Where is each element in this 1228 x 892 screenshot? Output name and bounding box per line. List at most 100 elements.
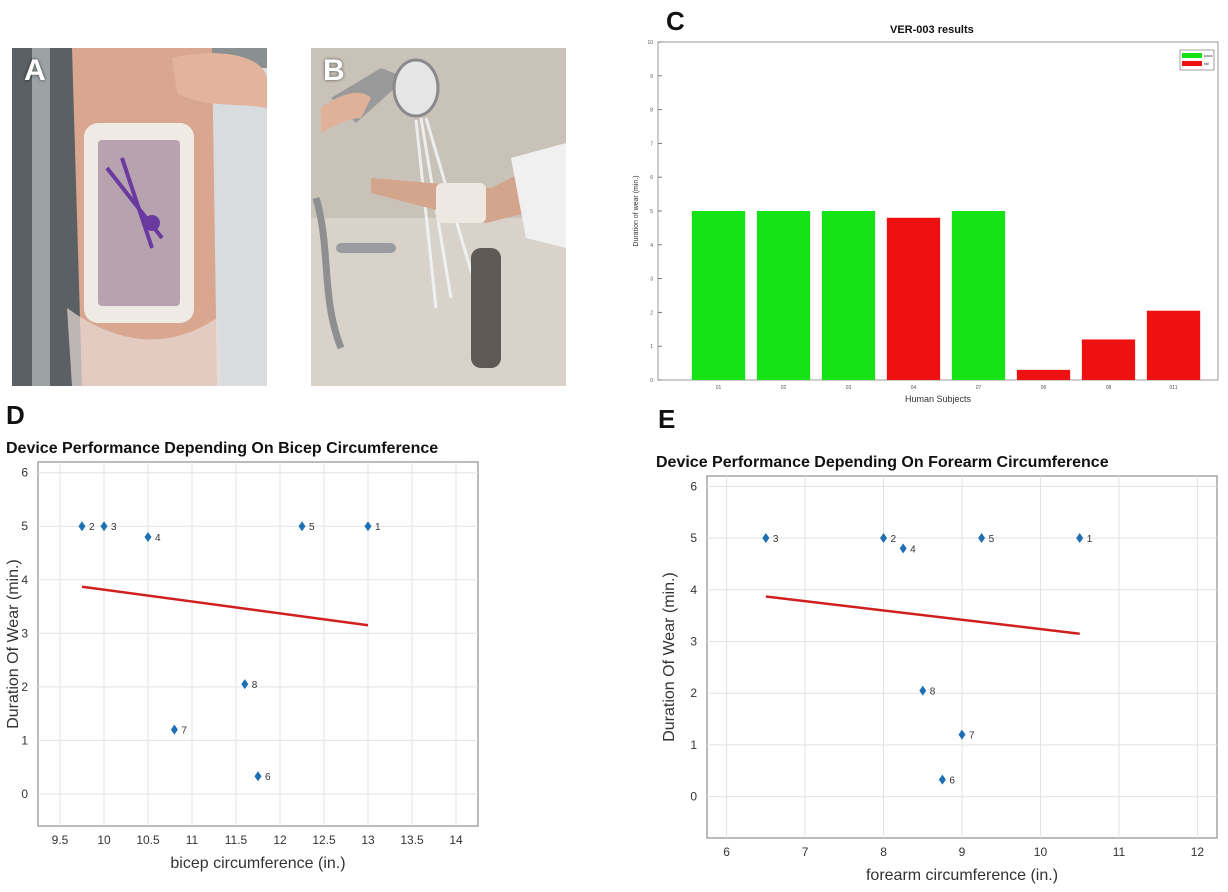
chart-d-point-7 <box>170 724 178 735</box>
chart-e-ytick-label: 4 <box>690 583 697 597</box>
chart-e-point-label-8: 8 <box>930 687 936 698</box>
chart-e-ytick-label: 0 <box>690 790 697 804</box>
legend-label-pass: pass <box>1204 53 1212 58</box>
chart-c-ytick-label: 7 <box>650 141 653 147</box>
chart-c-xtick-label: 06 <box>1041 385 1047 391</box>
chart-e-point-4 <box>899 543 907 554</box>
chart-d-point-label-7: 7 <box>181 726 187 737</box>
legend-swatch-fail <box>1182 61 1202 66</box>
chart-e-point-7 <box>958 729 966 740</box>
panel-c-letter: C <box>666 6 685 36</box>
chart-c-ytick-label: 8 <box>650 108 653 114</box>
chart-d-xtick-label: 13 <box>361 833 375 847</box>
chart-e-point-2 <box>880 533 888 544</box>
chart-d-point-label-6: 6 <box>265 772 271 783</box>
chart-c-xtick-label: 01 <box>716 385 722 391</box>
chart-d-trendline <box>81 585 369 627</box>
chart-e-trendline <box>765 595 1080 635</box>
panel-d-letter: D <box>6 400 25 430</box>
bar-07 <box>951 211 1006 380</box>
chart-d-x-axis-label: bicep circumference (in.) <box>170 855 345 872</box>
chart-c-y-axis-label: Duration of wear (min.) <box>633 175 640 246</box>
chart-d-xtick-label: 12 <box>273 833 287 847</box>
chart-e-point-5 <box>978 533 986 544</box>
chart-e-x-axis-label: forearm circumference (in.) <box>866 867 1058 884</box>
chart-c-ytick-label: 5 <box>650 209 653 215</box>
chart-c-xtick-label: 03 <box>846 385 852 391</box>
chart-d-xtick-label: 11.5 <box>225 833 248 847</box>
chart-e-xtick-label: 7 <box>802 845 809 859</box>
chart-d-ytick-label: 1 <box>21 733 28 747</box>
photo-shower-test: B <box>311 48 566 386</box>
chart-d-point-label-3: 3 <box>111 522 117 533</box>
legend-label-fail: fail <box>1204 61 1209 66</box>
chart-d-xtick-label: 10 <box>97 833 111 847</box>
bar-02 <box>756 211 811 380</box>
bar-01 <box>691 211 746 380</box>
chart-c-ytick-label: 1 <box>650 344 653 350</box>
chart-d-xtick-label: 11 <box>186 833 199 847</box>
chart-c-ytick-label: 6 <box>650 175 653 181</box>
chart-e-point-label-3: 3 <box>773 534 779 545</box>
bar-04 <box>886 217 941 380</box>
chart-d-point-1 <box>364 521 372 532</box>
chart-e-xtick-label: 6 <box>723 845 730 859</box>
chart-d-point-6 <box>254 771 262 782</box>
chart-e-point-label-1: 1 <box>1087 534 1093 545</box>
chart-e-point-1 <box>1076 533 1084 544</box>
chart-c-ytick-label: 0 <box>650 378 653 384</box>
chart-e-point-3 <box>762 533 770 544</box>
chart-e-point-label-7: 7 <box>969 731 975 742</box>
chart-d-xtick-label: 13.5 <box>400 833 424 847</box>
chart-d-point-label-4: 4 <box>155 533 161 544</box>
panel-e-letter: E <box>658 404 676 434</box>
photo-shower-test-illustration <box>311 48 566 386</box>
panel-a-letter: A <box>24 54 46 87</box>
chart-d-ytick-label: 6 <box>21 466 28 480</box>
chart-e-xtick-label: 10 <box>1034 845 1048 859</box>
chart-c-xtick-label: 07 <box>976 385 982 391</box>
chart-d-ytick-label: 5 <box>21 519 28 533</box>
chart-e-ytick-label: 2 <box>690 686 697 700</box>
chart-e-ytick-label: 6 <box>690 479 697 493</box>
bar-011 <box>1146 310 1201 380</box>
chart-d-point-2 <box>78 521 86 532</box>
chart-c-ytick-label: 9 <box>650 74 653 80</box>
chart-d-xtick-label: 9.5 <box>52 833 69 847</box>
chart-d-point-label-2: 2 <box>89 522 95 533</box>
chart-e-ytick-label: 1 <box>690 738 697 752</box>
chart-c-ytick-label: 2 <box>650 310 653 316</box>
chart-d-title: Device Performance Depending On Bicep Ci… <box>6 440 439 457</box>
chart-d-xtick-label: 14 <box>449 833 463 847</box>
chart-c-ytick-label: 4 <box>650 243 653 249</box>
chart-e-xtick-label: 8 <box>880 845 887 859</box>
chart-e-xtick-label: 11 <box>1113 845 1126 859</box>
chart-d-plot-area <box>37 461 479 827</box>
chart-d-ytick-label: 0 <box>21 787 28 801</box>
chart-e-ytick-label: 5 <box>690 531 697 545</box>
chart-c-title: VER-003 results <box>890 24 974 36</box>
chart-c-ytick-label: 3 <box>650 277 653 283</box>
chart-d-point-label-8: 8 <box>252 680 258 691</box>
chart-d-xtick-label: 10.5 <box>136 833 160 847</box>
chart-e-point-label-2: 2 <box>891 534 897 545</box>
bar-06 <box>1016 369 1071 380</box>
chart-d-point-5 <box>298 521 306 532</box>
chart-e-point-label-6: 6 <box>949 776 955 787</box>
chart-d-ytick-label: 2 <box>21 680 28 694</box>
chart-c-x-axis-label: Human Subjects <box>905 394 972 404</box>
chart-d-ytick-label: 4 <box>21 573 28 587</box>
chart-c-ytick-label: 10 <box>647 40 653 46</box>
chart-e-title: Device Performance Depending On Forearm … <box>656 454 1109 471</box>
legend-swatch-pass <box>1182 53 1202 58</box>
chart-d-point-3 <box>100 521 108 532</box>
chart-d-point-4 <box>144 531 152 542</box>
chart-e-xtick-label: 12 <box>1191 845 1205 859</box>
chart-e-point-label-4: 4 <box>910 544 916 555</box>
chart-e-point-label-5: 5 <box>989 534 995 545</box>
chart-c-xtick-label: 08 <box>1106 385 1112 391</box>
chart-e-point-6 <box>938 774 946 785</box>
